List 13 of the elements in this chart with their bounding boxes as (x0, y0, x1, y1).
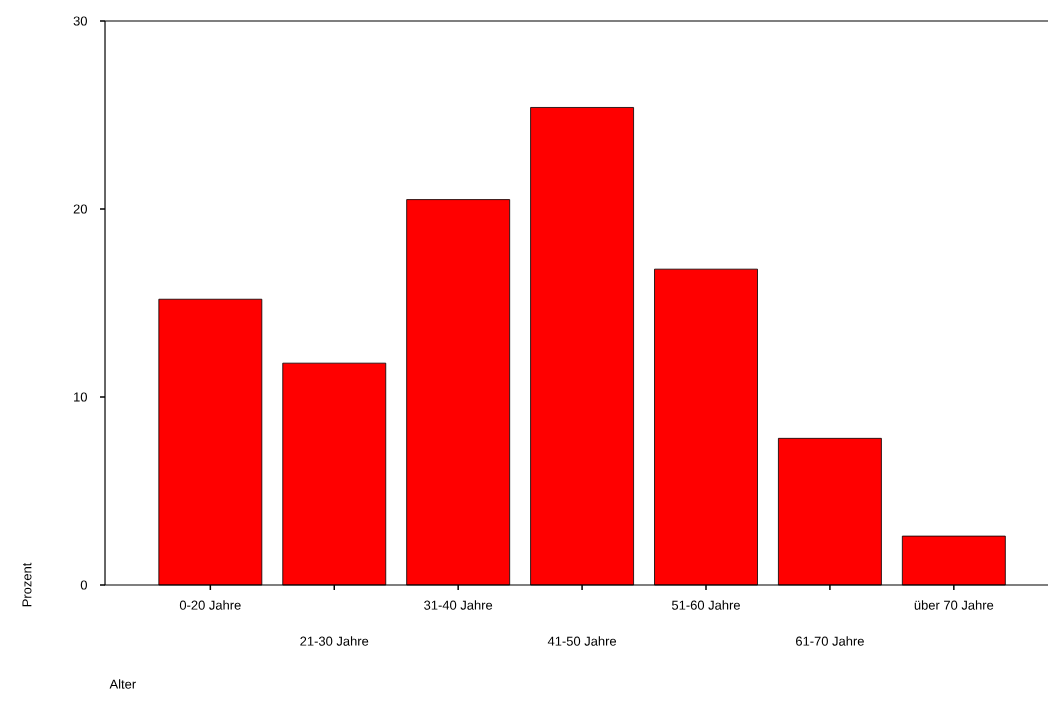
y-tick-label: 30 (73, 16, 87, 26)
y-axis-title: Prozent (22, 562, 32, 607)
x-tick-label: 0-20 Jahre (179, 600, 241, 610)
y-tick-label: 10 (74, 392, 87, 402)
y-tick-label: 0 (80, 580, 87, 590)
x-axis-title: Alter (109, 679, 136, 689)
x-tick-label: über 70 Jahre (914, 600, 994, 610)
x-tick-label: 51-60 Jahre (671, 600, 740, 610)
x-tick-label: 61-70 Jahre (796, 636, 864, 646)
y-tick-label: 20 (73, 204, 87, 214)
x-tick-label: 41-50 Jahre (547, 636, 617, 646)
x-tick-label: 21-30 Jahre (300, 636, 369, 646)
x-tick-label: 31-40 Jahre (424, 600, 493, 610)
